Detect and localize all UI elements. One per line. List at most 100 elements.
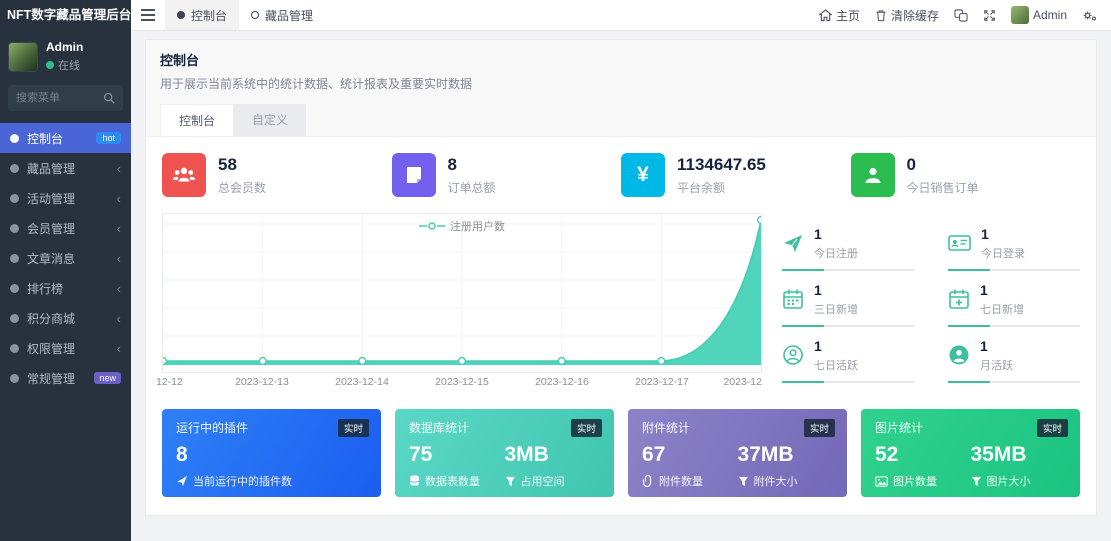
circle-icon xyxy=(10,343,19,353)
id-card-icon xyxy=(948,235,971,251)
search-input[interactable] xyxy=(16,92,103,104)
plugin-icon xyxy=(177,476,187,487)
chevron-left-icon: ‹ xyxy=(116,190,121,206)
sidebar-item-activities[interactable]: 活动管理 ‹ xyxy=(0,183,131,213)
yuan-icon: ¥ xyxy=(621,153,665,197)
mini-stat-3day-new: 1 三日新增 xyxy=(782,271,914,327)
stat-today-sales: 0 今日销售订单 xyxy=(850,149,1081,211)
area-chart-svg xyxy=(163,214,761,366)
page-body: 控制台 用于展示当前系统中的统计数据、统计报表及重要实时数据 控制台 自定义 xyxy=(131,31,1111,541)
calendar-plus-icon xyxy=(949,289,969,309)
circle-icon xyxy=(10,223,19,233)
home-icon xyxy=(818,8,832,21)
summary-cards-row: 运行中的插件 实时 8 当前运行中的插件数 xyxy=(162,409,1080,497)
sidebar-item-ranking[interactable]: 排行榜 ‹ xyxy=(0,273,131,303)
circle-icon xyxy=(10,253,19,263)
sidebar-item-general[interactable]: 常规管理 new xyxy=(0,363,131,393)
sidebar-item-dashboard[interactable]: 控制台 hot xyxy=(0,123,131,153)
file-icon xyxy=(391,153,436,197)
chart-and-stats: 注册用户数 xyxy=(156,213,1080,391)
gears-icon xyxy=(1083,11,1096,20)
menu-toggle-icon[interactable] xyxy=(131,0,165,30)
sidebar-item-points-mall[interactable]: 积分商城 ‹ xyxy=(0,303,131,333)
chevron-left-icon: ‹ xyxy=(116,340,121,356)
rocket-icon xyxy=(784,235,802,252)
funnel-icon xyxy=(971,476,981,486)
realtime-badge: 实时 xyxy=(337,419,369,437)
dot-filled-icon xyxy=(177,11,185,19)
user-name: Admin xyxy=(46,40,84,54)
legend-marker-icon xyxy=(419,222,445,230)
main-area: 控制台 藏品管理 主页 清除缓存 xyxy=(131,0,1111,541)
sidebar-menu: 控制台 hot 藏品管理 ‹ 活动管理 ‹ 会员管理 ‹ 文章消息 ‹ 排行榜 … xyxy=(0,123,131,541)
person-icon xyxy=(850,153,895,197)
mini-stat-7day-active: 1 七日活跃 xyxy=(782,327,914,383)
stat-total-members: 58 总会员数 xyxy=(162,149,392,211)
circle-icon xyxy=(10,133,19,143)
stat-platform-balance: ¥ 1134647.65 平台余额 xyxy=(621,149,851,211)
sidebar-user-block: Admin 在线 xyxy=(0,30,131,81)
fullscreen-icon xyxy=(984,9,995,21)
chevron-left-icon: ‹ xyxy=(116,220,121,236)
dot-outline-icon xyxy=(251,11,260,19)
sidebar-item-articles[interactable]: 文章消息 ‹ xyxy=(0,243,131,273)
fullscreen-button[interactable] xyxy=(983,9,996,22)
stat-order-total: 8 订单总额 xyxy=(391,149,622,211)
realtime-badge: 实时 xyxy=(570,419,602,437)
mini-stats-grid: 1 今日注册 xyxy=(782,213,1080,391)
mini-stat-monthly-active: 1 月活跃 xyxy=(948,327,1080,383)
page-title: 控制台 xyxy=(160,53,200,68)
top-navbar: 控制台 藏品管理 主页 清除缓存 xyxy=(131,0,1111,31)
card-running-plugins: 运行中的插件 实时 8 当前运行中的插件数 xyxy=(162,409,381,497)
clear-cache-button[interactable]: 清除缓存 xyxy=(875,7,939,24)
tab-custom[interactable]: 自定义 xyxy=(234,104,307,136)
user-circle-icon xyxy=(783,345,803,365)
stats-row: 58 总会员数 8 订单总额 xyxy=(162,149,1080,211)
card-attachment-stats: 附件统计 实时 67 附件数量 xyxy=(628,409,847,497)
card-database-stats: 数据库统计 实时 75 xyxy=(395,409,614,497)
registered-users-chart[interactable]: 注册用户数 xyxy=(156,213,762,391)
funnel-icon xyxy=(738,476,748,486)
translate-icon xyxy=(954,8,968,22)
circle-icon xyxy=(10,283,19,293)
realtime-badge: 实时 xyxy=(1036,419,1068,437)
panel-header: 控制台 用于展示当前系统中的统计数据、统计报表及重要实时数据 控制台 自定义 xyxy=(146,40,1096,137)
card-image-stats: 图片统计 实时 52 xyxy=(861,409,1080,497)
sidebar-search[interactable] xyxy=(8,85,123,111)
navbar-user[interactable]: Admin xyxy=(1010,6,1067,24)
online-status-icon xyxy=(46,61,54,69)
sidebar-item-collections[interactable]: 藏品管理 ‹ xyxy=(0,153,131,183)
user-badge-icon xyxy=(949,345,969,365)
navbar-actions: 主页 清除缓存 Ad xyxy=(818,0,1111,30)
mini-stat-7day-new: 1 七日新增 xyxy=(948,271,1080,327)
image-icon xyxy=(875,475,888,487)
translate-button[interactable] xyxy=(954,8,968,22)
chevron-left-icon: ‹ xyxy=(116,280,121,296)
mini-stat-today-registered: 1 今日注册 xyxy=(782,215,914,271)
chart-legend[interactable]: 注册用户数 xyxy=(419,218,505,234)
panel-tabs: 控制台 自定义 xyxy=(160,104,1082,136)
sidebar-item-members[interactable]: 会员管理 ‹ xyxy=(0,213,131,243)
chevron-left-icon: ‹ xyxy=(116,160,121,176)
nav-tab-collections[interactable]: 藏品管理 xyxy=(239,0,325,30)
calendar-icon xyxy=(783,289,803,309)
tab-dashboard[interactable]: 控制台 xyxy=(160,104,235,136)
circle-icon xyxy=(10,373,19,383)
sidebar: NFT数字藏品管理后台 Admin 在线 控制台 hot 藏品管理 ‹ xyxy=(0,0,131,541)
paperclip-icon xyxy=(642,475,652,488)
chevron-left-icon: ‹ xyxy=(116,310,121,326)
sidebar-item-permissions[interactable]: 权限管理 ‹ xyxy=(0,333,131,363)
chart-x-axis: 12-12 2023-12-13 2023-12-14 2023-12-15 2… xyxy=(156,376,762,388)
new-badge: new xyxy=(94,372,121,384)
realtime-badge: 实时 xyxy=(803,419,835,437)
chart-plot-area[interactable]: 注册用户数 xyxy=(162,213,762,373)
settings-button[interactable] xyxy=(1082,9,1097,22)
search-icon xyxy=(103,92,115,104)
nav-tab-dashboard[interactable]: 控制台 xyxy=(165,0,240,30)
home-button[interactable]: 主页 xyxy=(818,7,860,24)
navbar-avatar xyxy=(1010,6,1029,24)
user-avatar[interactable] xyxy=(8,41,38,72)
page-subtitle: 用于展示当前系统中的统计数据、统计报表及重要实时数据 xyxy=(160,77,473,91)
mini-stat-today-login: 1 今日登录 xyxy=(948,215,1080,271)
dashboard-panel: 控制台 用于展示当前系统中的统计数据、统计报表及重要实时数据 控制台 自定义 xyxy=(145,39,1097,516)
